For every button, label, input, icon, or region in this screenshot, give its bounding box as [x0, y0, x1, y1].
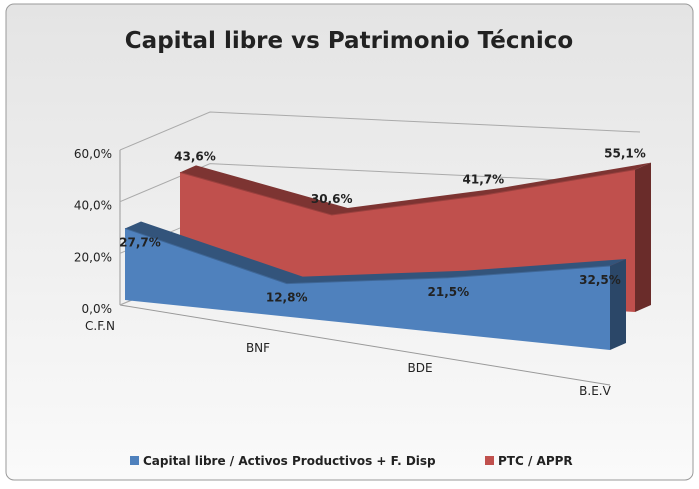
legend-label: Capital libre / Activos Productivos + F.…: [143, 454, 436, 468]
ribbon-top: [125, 221, 626, 284]
y-tick-label: 40,0%: [74, 199, 112, 213]
data-label: 41,7%: [463, 172, 505, 186]
legend-swatch: [485, 456, 494, 465]
line-series: [179, 169, 636, 216]
data-label: 55,1%: [604, 147, 646, 161]
x-tick-label: C.F.N: [85, 319, 115, 333]
y-tick-label: 60,0%: [74, 147, 112, 161]
data-label: 21,5%: [428, 285, 470, 299]
y-tick-label: 20,0%: [74, 250, 112, 264]
x-tick-label: BNF: [246, 341, 270, 355]
grid-line: [119, 163, 641, 203]
ribbon-face: [125, 228, 610, 350]
data-label: 32,5%: [579, 273, 621, 287]
ribbon-end: [635, 162, 651, 312]
data-label: 43,6%: [174, 149, 216, 163]
legend-swatch: [130, 456, 139, 465]
data-label: 30,6%: [311, 192, 353, 206]
legend-label: PTC / APPR: [498, 454, 573, 468]
ribbon-top: [180, 162, 651, 215]
ribbon-end: [610, 259, 626, 350]
x-tick-label: B.E.V: [579, 384, 611, 398]
x-tick-label: BDE: [407, 361, 432, 375]
data-label: 27,7%: [119, 235, 161, 249]
grid-line: [119, 111, 641, 151]
legend: Capital libre / Activos Productivos + F.…: [130, 454, 573, 468]
data-label: 12,8%: [266, 291, 308, 305]
x-axis: [119, 304, 611, 386]
plot-area: 0,0% 20,0% 40,0% 60,0% C.F.N BNF BDE B.E.V 43,6%…: [74, 111, 651, 398]
y-tick-label: 0,0%: [82, 302, 113, 316]
chart-title: Capital libre vs Patrimonio Técnico: [125, 28, 573, 54]
line-series: [124, 227, 611, 285]
